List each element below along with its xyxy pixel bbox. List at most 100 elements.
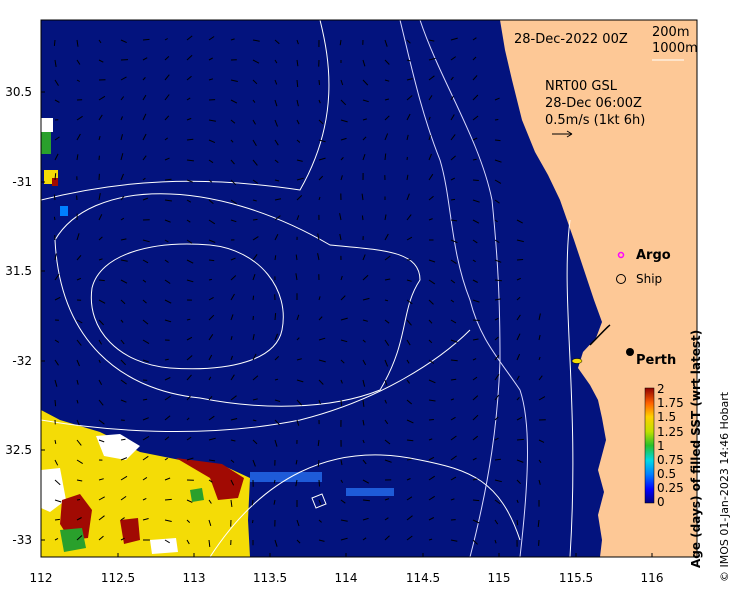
current-vector xyxy=(274,439,278,447)
current-vector xyxy=(406,214,412,221)
colorbar-label: 2 xyxy=(657,382,665,396)
current-vector xyxy=(472,279,478,283)
current-vector xyxy=(406,515,413,521)
y-axis: 30.5 -31 31.5 -32 32.5 -33 xyxy=(5,85,32,547)
current-vector xyxy=(318,316,323,321)
current-vector xyxy=(274,139,279,146)
current-vector xyxy=(252,99,256,103)
current-vector xyxy=(120,39,127,44)
current-vector xyxy=(318,499,322,505)
current-vector xyxy=(98,319,104,326)
x-tick-label: 113 xyxy=(183,571,206,585)
current-vector xyxy=(296,195,303,201)
current-vector xyxy=(208,219,216,225)
current-vector xyxy=(406,496,413,501)
plot-frame xyxy=(40,19,698,558)
current-vector xyxy=(494,499,501,505)
current-vector xyxy=(208,437,216,441)
current-vector xyxy=(406,279,412,282)
x-tick-label: 114.5 xyxy=(406,571,440,585)
current-vector xyxy=(318,139,326,143)
current-vector xyxy=(450,398,454,401)
current-vector xyxy=(54,359,59,366)
current-vector xyxy=(230,355,233,361)
current-vector xyxy=(120,279,128,284)
current-vector xyxy=(186,395,191,401)
current-vector xyxy=(230,257,236,261)
current-vector xyxy=(472,299,480,303)
current-vector xyxy=(252,59,260,64)
current-vector xyxy=(472,376,478,381)
current-vector xyxy=(472,338,479,341)
current-vector xyxy=(494,159,502,163)
contour-label-200m: 200m xyxy=(652,25,689,40)
current-vector xyxy=(98,135,101,141)
current-vector xyxy=(428,379,436,384)
current-vector xyxy=(98,339,103,345)
current-vector xyxy=(252,398,258,401)
current-vector xyxy=(208,278,213,281)
current-vector xyxy=(76,319,83,324)
current-vector xyxy=(494,479,502,483)
current-vector xyxy=(362,379,366,387)
current-vector xyxy=(428,259,436,263)
current-vector xyxy=(318,539,325,542)
current-vector xyxy=(54,518,60,521)
current-vector xyxy=(120,379,127,385)
current-vector xyxy=(142,398,148,401)
current-vector xyxy=(295,459,298,465)
current-vector xyxy=(361,193,364,201)
current-vector xyxy=(142,417,149,421)
current-vector xyxy=(208,259,215,262)
current-vector xyxy=(494,259,502,263)
current-vector xyxy=(362,359,367,366)
current-vector xyxy=(384,498,390,501)
current-vector xyxy=(296,379,304,383)
current-vector xyxy=(274,233,279,241)
current-vector xyxy=(98,379,103,385)
current-vector xyxy=(494,394,500,401)
current-vector xyxy=(142,57,148,61)
current-vector xyxy=(428,419,434,421)
current-vector xyxy=(54,59,57,67)
current-vector xyxy=(318,359,326,363)
current-vector xyxy=(76,59,81,65)
current-vector xyxy=(142,279,147,283)
current-vector xyxy=(208,499,212,504)
current-vector xyxy=(428,438,433,441)
current-vector xyxy=(120,319,124,323)
current-vector xyxy=(450,134,456,141)
current-vector xyxy=(252,273,256,281)
current-vector xyxy=(494,354,500,361)
current-vector xyxy=(317,253,320,261)
current-vector xyxy=(252,199,257,202)
current-vector xyxy=(450,539,458,542)
current-vector xyxy=(120,116,123,121)
current-vector xyxy=(450,378,457,381)
current-vector xyxy=(494,139,501,142)
current-vector xyxy=(142,155,147,161)
current-vector xyxy=(53,39,56,46)
current-vector xyxy=(340,499,346,504)
current-vector xyxy=(54,439,57,445)
current-vector xyxy=(296,139,301,143)
current-vector xyxy=(54,537,59,541)
current-vector xyxy=(428,359,435,364)
current-vector xyxy=(76,359,80,367)
current-vector xyxy=(406,379,410,384)
current-vector xyxy=(362,439,365,444)
current-vector xyxy=(252,334,255,341)
current-vector xyxy=(494,519,499,525)
current-vector xyxy=(186,417,190,421)
current-vector xyxy=(274,539,278,547)
current-vector xyxy=(120,537,125,541)
current-vector xyxy=(384,379,388,386)
current-vector xyxy=(538,439,545,443)
current-vector xyxy=(384,535,390,541)
current-vector xyxy=(516,239,524,243)
current-vector xyxy=(516,396,520,401)
sst-age-nw-green xyxy=(41,132,51,154)
current-vector xyxy=(295,479,298,487)
current-vector xyxy=(296,99,299,107)
current-vector xyxy=(538,479,541,485)
